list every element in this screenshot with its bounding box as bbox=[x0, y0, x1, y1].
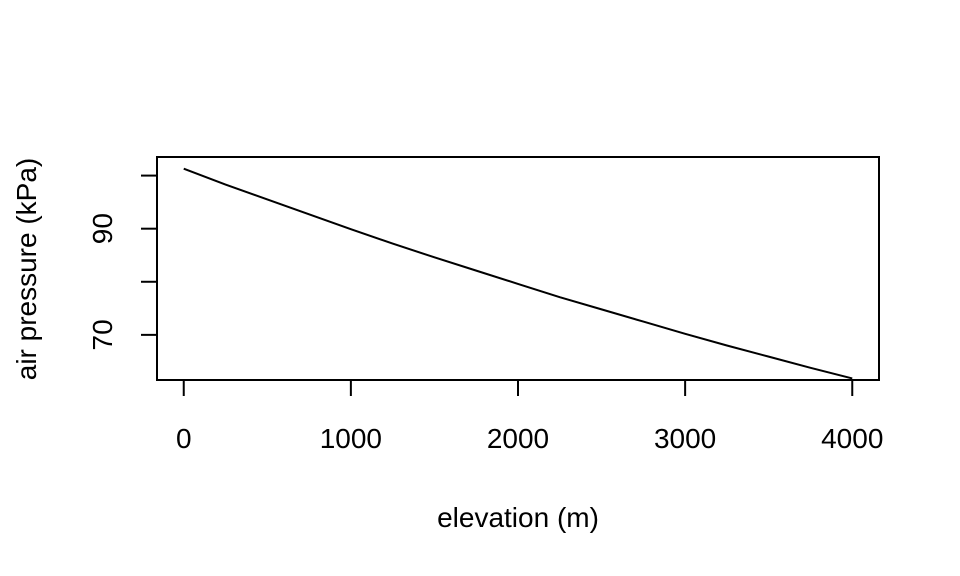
y-tick-label: 70 bbox=[87, 319, 118, 350]
x-tick-label: 4000 bbox=[821, 423, 883, 454]
x-tick-label: 1000 bbox=[320, 423, 382, 454]
y-axis-label: air pressure (kPa) bbox=[11, 158, 42, 381]
x-tick-label: 3000 bbox=[654, 423, 716, 454]
x-tick-label: 0 bbox=[176, 423, 192, 454]
x-axis: 0 1000 2000 3000 4000 bbox=[176, 379, 883, 454]
y-axis: 70 90 bbox=[87, 174, 158, 350]
y-tick-label: 90 bbox=[87, 213, 118, 244]
plot-frame bbox=[156, 156, 880, 381]
x-axis-label: elevation (m) bbox=[437, 502, 599, 533]
x-tick-label: 2000 bbox=[487, 423, 549, 454]
series-group bbox=[183, 167, 853, 380]
series-line-1 bbox=[183, 167, 853, 380]
